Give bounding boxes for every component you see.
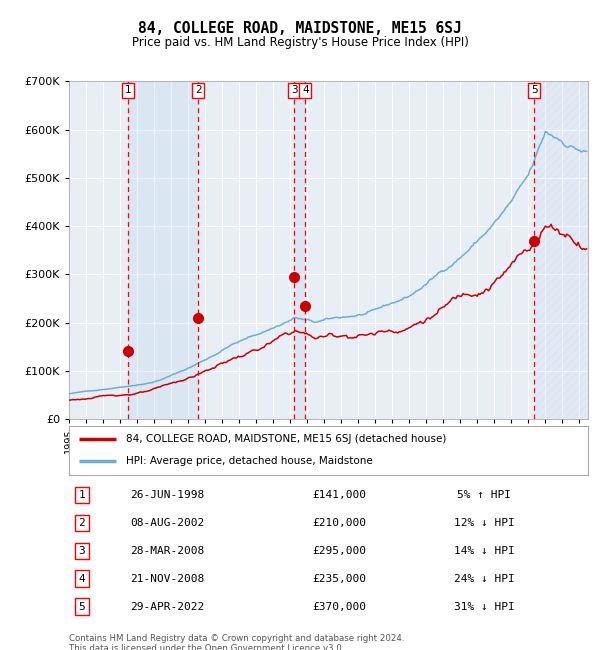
Text: £295,000: £295,000 bbox=[312, 546, 366, 556]
Text: 84, COLLEGE ROAD, MAIDSTONE, ME15 6SJ (detached house): 84, COLLEGE ROAD, MAIDSTONE, ME15 6SJ (d… bbox=[126, 434, 446, 444]
Bar bbox=[534, 81, 588, 419]
Text: 21-NOV-2008: 21-NOV-2008 bbox=[130, 574, 205, 584]
Text: 1: 1 bbox=[125, 85, 131, 96]
Text: 3: 3 bbox=[79, 546, 85, 556]
Text: Price paid vs. HM Land Registry's House Price Index (HPI): Price paid vs. HM Land Registry's House … bbox=[131, 36, 469, 49]
Text: 2: 2 bbox=[195, 85, 202, 96]
Text: £235,000: £235,000 bbox=[312, 574, 366, 584]
Text: 1: 1 bbox=[79, 490, 85, 500]
Text: £370,000: £370,000 bbox=[312, 602, 366, 612]
Text: 08-AUG-2002: 08-AUG-2002 bbox=[130, 518, 205, 528]
Text: 28-MAR-2008: 28-MAR-2008 bbox=[130, 546, 205, 556]
Text: 31% ↓ HPI: 31% ↓ HPI bbox=[454, 602, 515, 612]
Text: 4: 4 bbox=[79, 574, 85, 584]
Text: 3: 3 bbox=[291, 85, 298, 96]
Text: 84, COLLEGE ROAD, MAIDSTONE, ME15 6SJ: 84, COLLEGE ROAD, MAIDSTONE, ME15 6SJ bbox=[138, 21, 462, 36]
Text: 2: 2 bbox=[79, 518, 85, 528]
Text: £141,000: £141,000 bbox=[312, 490, 366, 500]
Text: 4: 4 bbox=[302, 85, 308, 96]
Text: HPI: Average price, detached house, Maidstone: HPI: Average price, detached house, Maid… bbox=[126, 456, 373, 466]
Text: £210,000: £210,000 bbox=[312, 518, 366, 528]
Text: 5% ↑ HPI: 5% ↑ HPI bbox=[457, 490, 511, 500]
Text: 24% ↓ HPI: 24% ↓ HPI bbox=[454, 574, 515, 584]
Text: 12% ↓ HPI: 12% ↓ HPI bbox=[454, 518, 515, 528]
Bar bbox=[128, 81, 199, 419]
Text: 29-APR-2022: 29-APR-2022 bbox=[130, 602, 205, 612]
Text: Contains HM Land Registry data © Crown copyright and database right 2024.
This d: Contains HM Land Registry data © Crown c… bbox=[69, 634, 404, 650]
Text: 14% ↓ HPI: 14% ↓ HPI bbox=[454, 546, 515, 556]
Text: 26-JUN-1998: 26-JUN-1998 bbox=[130, 490, 205, 500]
Text: 5: 5 bbox=[531, 85, 538, 96]
Bar bbox=[294, 81, 305, 419]
Text: 5: 5 bbox=[79, 602, 85, 612]
